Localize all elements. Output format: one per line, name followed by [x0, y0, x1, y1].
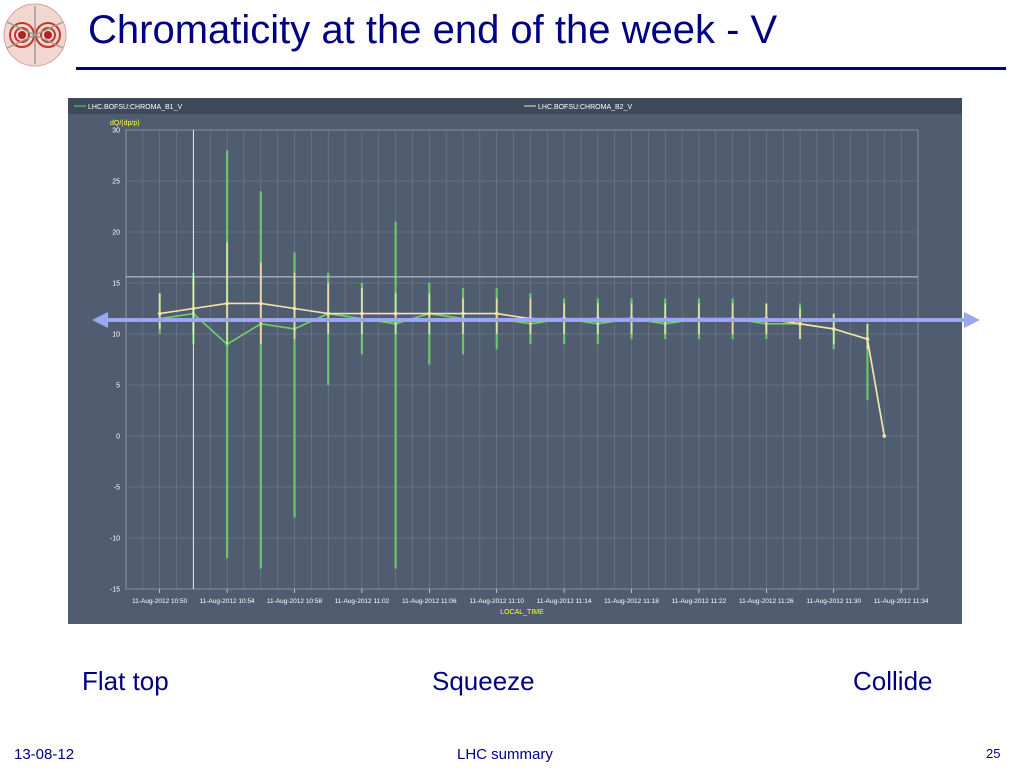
x-axis-label: LOCAL_TIME	[500, 609, 544, 616]
series-2-point	[393, 311, 398, 316]
arrow-head-right	[964, 312, 980, 328]
x-tick-label: 11-Aug-2012 11:22	[672, 598, 727, 605]
y-tick-label: 10	[112, 332, 120, 339]
x-tick-label: 11-Aug-2012 10:54	[200, 598, 256, 605]
series-2-point	[494, 311, 499, 316]
x-tick-label: 11-Aug-2012 11:14	[537, 598, 592, 605]
x-tick-label: 11-Aug-2012 11:18	[604, 598, 659, 605]
y-tick-label: 5	[116, 383, 120, 390]
plot-panel	[68, 98, 962, 624]
x-tick-label: 11-Aug-2012 11:02	[335, 598, 390, 605]
x-tick-label: 11-Aug-2012 10:50	[132, 598, 188, 605]
footer-date: 13-08-12	[14, 746, 75, 763]
series-2-point	[326, 311, 331, 316]
slide-title: Chromaticity at the end of the week - V	[88, 8, 778, 52]
series-2-point	[157, 311, 162, 316]
y-axis-label: dQ/(dp/p)	[110, 120, 140, 127]
series-2-point	[292, 306, 297, 311]
y-tick-label: -10	[110, 536, 120, 543]
title-rule	[76, 67, 1006, 70]
series-2-point	[360, 311, 364, 316]
phase-label-squeeze: Squeeze	[432, 666, 535, 696]
y-tick-label: 0	[116, 434, 120, 441]
phase-label-flat-top: Flat top	[82, 666, 169, 696]
x-tick-label: 11-Aug-2012 11:34	[874, 598, 929, 605]
x-tick-label: 11-Aug-2012 11:26	[739, 598, 794, 605]
arrow-head-left	[92, 312, 108, 328]
series-2-point	[882, 434, 887, 438]
series-2-point	[427, 311, 432, 316]
x-tick-label: 11-Aug-2012 11:30	[806, 598, 861, 605]
series-2-point	[259, 301, 263, 306]
legend-b2: LHC.BOFSU:CHROMA_B2_V	[538, 104, 632, 111]
x-tick-label: 11-Aug-2012 11:10	[469, 598, 524, 605]
x-tick-label: 11-Aug-2012 10:58	[267, 598, 323, 605]
series-2-point	[225, 301, 229, 306]
page-number: 25	[986, 746, 1001, 761]
series-2-point	[461, 311, 465, 316]
y-tick-label: -15	[110, 587, 120, 594]
y-tick-label: -5	[114, 485, 120, 492]
legend-bar	[68, 98, 962, 114]
y-tick-label: 25	[112, 179, 120, 186]
series-2-point	[865, 337, 870, 341]
x-tick-label: 11-Aug-2012 11:06	[402, 598, 457, 605]
y-tick-label: 30	[112, 128, 120, 135]
phase-label-collide: Collide	[853, 666, 933, 696]
footer-center: LHC summary	[457, 746, 553, 763]
series-2-point	[831, 327, 836, 331]
lhc-logo	[3, 3, 67, 67]
y-tick-label: 20	[112, 230, 120, 237]
series-2-point	[798, 322, 802, 326]
y-tick-label: 15	[112, 281, 120, 288]
legend-b1: LHC.BOFSU:CHROMA_B1_V	[88, 104, 182, 111]
